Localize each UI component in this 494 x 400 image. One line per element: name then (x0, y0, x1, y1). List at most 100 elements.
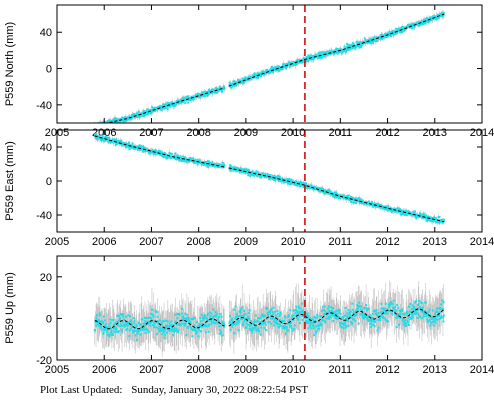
data-point (178, 313, 181, 316)
data-point (353, 312, 356, 315)
data-point (137, 148, 140, 151)
data-point (186, 95, 189, 98)
data-points (94, 11, 445, 126)
data-point (211, 161, 214, 164)
data-point (422, 22, 425, 25)
data-point (408, 305, 411, 308)
data-point (248, 317, 251, 320)
data-point (298, 185, 301, 188)
data-point (252, 322, 255, 325)
data-point (169, 328, 172, 331)
data-point (212, 308, 215, 311)
data-point (217, 316, 220, 319)
data-point (256, 174, 259, 177)
data-point (286, 322, 289, 325)
data-point (184, 317, 187, 320)
data-point (396, 314, 399, 317)
data-point (174, 103, 177, 106)
data-point (329, 52, 332, 55)
data-point (119, 139, 122, 142)
data-point (168, 151, 171, 154)
data-point (366, 317, 369, 320)
data-point (375, 313, 378, 316)
data-point (372, 204, 375, 207)
data-point (101, 328, 104, 331)
data-point (155, 326, 158, 329)
data-point (213, 315, 216, 318)
data-point (244, 76, 247, 79)
data-point (442, 12, 445, 15)
data-point (231, 317, 234, 320)
data-point (190, 157, 193, 160)
data-point (147, 109, 150, 112)
data-point (318, 56, 321, 59)
data-point (375, 205, 378, 208)
data-point (105, 328, 108, 331)
data-point (272, 313, 275, 316)
data-point (137, 321, 140, 324)
data-point (271, 318, 274, 321)
data-point (197, 328, 200, 331)
data-point (206, 94, 209, 97)
data-point (232, 169, 235, 172)
data-point (99, 320, 102, 323)
data-point (94, 321, 97, 324)
data-point (399, 313, 402, 316)
data-point (368, 204, 371, 207)
data-point (259, 317, 262, 320)
data-point (185, 95, 188, 98)
data-point (208, 323, 211, 326)
data-point (285, 326, 288, 329)
data-point (335, 309, 338, 312)
data-point (333, 52, 336, 55)
data-point (406, 319, 409, 322)
data-point (368, 314, 371, 317)
data-point (345, 318, 348, 321)
data-point (164, 327, 167, 330)
data-point (94, 123, 96, 125)
data-point (235, 323, 238, 326)
data-point (215, 314, 218, 317)
data-point (223, 323, 226, 326)
data-point (390, 35, 393, 38)
data-point (292, 314, 295, 317)
data-point (211, 91, 214, 94)
data-point (207, 88, 210, 91)
data-point (396, 207, 399, 210)
data-point (148, 150, 151, 153)
data-point (247, 311, 250, 314)
data-point (294, 183, 297, 186)
data-point (110, 330, 113, 333)
data-point (104, 324, 107, 327)
data-point (367, 308, 370, 311)
data-point (347, 47, 350, 50)
data-point (163, 154, 166, 157)
data-point (372, 323, 375, 326)
data-point (427, 20, 430, 23)
data-point (261, 70, 264, 73)
data-point (258, 317, 261, 320)
data-point (390, 302, 393, 305)
data-point (413, 214, 416, 217)
data-point (311, 317, 314, 320)
data-point (267, 312, 270, 315)
data-point (100, 124, 102, 126)
data-point (94, 329, 97, 332)
data-point (369, 322, 372, 325)
data-point (214, 310, 217, 313)
data-point (141, 147, 144, 150)
data-point (193, 316, 196, 319)
data-point (182, 155, 185, 158)
data-point (268, 178, 271, 181)
data-point (366, 203, 369, 206)
data-point (401, 318, 404, 321)
data-point (419, 212, 422, 215)
data-point (240, 317, 243, 320)
data-point (312, 185, 315, 188)
data-point (397, 306, 400, 309)
data-point (381, 38, 384, 41)
data-point (201, 91, 204, 94)
data-point (336, 48, 339, 51)
data-point (150, 106, 153, 109)
x-tick-label: 2009 (234, 236, 258, 248)
